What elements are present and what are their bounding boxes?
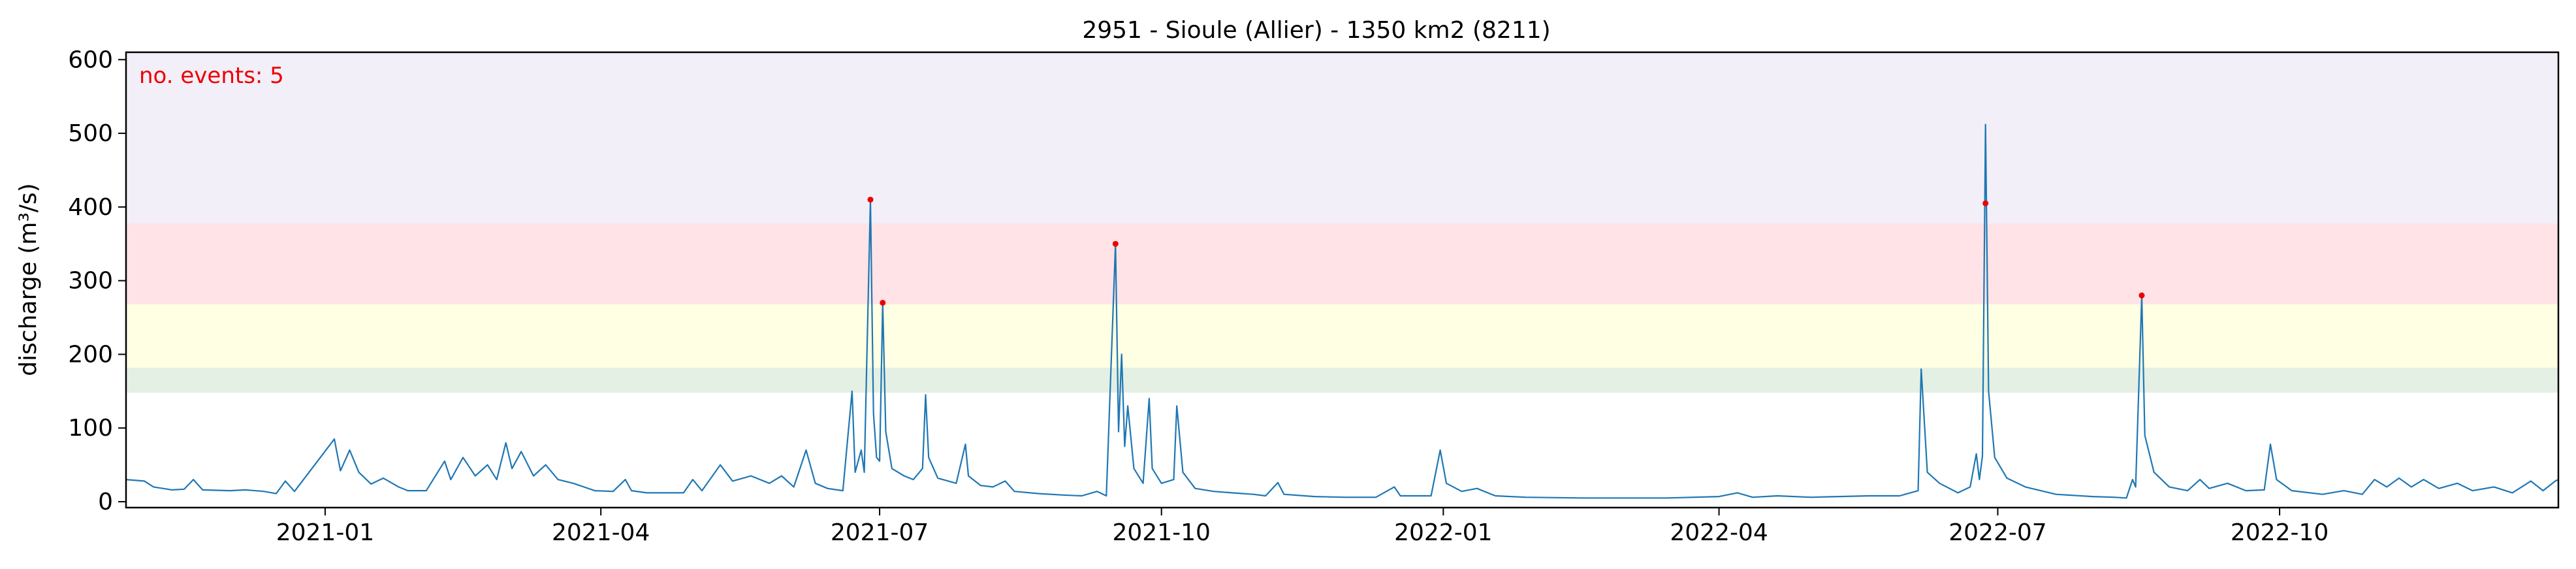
x-tick-label-2022-01: 2022-01 bbox=[1394, 519, 1492, 546]
discharge-series bbox=[125, 123, 2559, 499]
y-tick-label-0: 0 bbox=[98, 489, 113, 515]
event-markers bbox=[867, 197, 2145, 306]
y-tick-label-200: 200 bbox=[68, 341, 113, 368]
x-tick-label-2021-10: 2021-10 bbox=[1112, 519, 1210, 546]
y-axis: 0 100 200 300 400 500 600 bbox=[68, 46, 126, 515]
x-tick-label-2022-07: 2022-07 bbox=[1948, 519, 2046, 546]
plot-frame bbox=[125, 51, 2560, 509]
x-tick-label-2021-07: 2021-07 bbox=[831, 519, 929, 546]
threshold-band-4 bbox=[126, 52, 2558, 223]
chart-title: 2951 - Sioule (Allier) - 1350 km2 (8211) bbox=[1082, 17, 1550, 44]
x-axis: 2021-01 2021-04 2021-07 2021-10 2022-01 2022-… bbox=[276, 508, 2329, 546]
event-point-1 bbox=[867, 197, 874, 203]
event-point-4 bbox=[1982, 200, 1989, 206]
y-tick-label-300: 300 bbox=[68, 268, 113, 295]
threshold-band-2 bbox=[126, 304, 2558, 368]
event-point-5 bbox=[2139, 292, 2145, 299]
y-tick-label-100: 100 bbox=[68, 415, 113, 442]
threshold-band-1 bbox=[126, 367, 2558, 393]
x-tick-label-2022-10: 2022-10 bbox=[2231, 519, 2329, 546]
event-point-3 bbox=[1112, 240, 1119, 247]
discharge-line bbox=[125, 123, 2559, 499]
events-count-annotation: no. events: 5 bbox=[139, 63, 284, 89]
x-tick-label-2022-04: 2022-04 bbox=[1670, 519, 1768, 546]
threshold-bands bbox=[126, 52, 2558, 393]
y-tick-label-500: 500 bbox=[68, 120, 113, 147]
y-tick-label-400: 400 bbox=[68, 194, 113, 221]
y-axis-label: discharge (m³/s) bbox=[15, 183, 42, 376]
x-tick-label-2021-04: 2021-04 bbox=[552, 519, 650, 546]
event-point-2 bbox=[880, 299, 886, 306]
y-tick-label-600: 600 bbox=[68, 46, 113, 73]
threshold-band-3 bbox=[126, 223, 2558, 304]
x-tick-label-2021-01: 2021-01 bbox=[276, 519, 374, 546]
